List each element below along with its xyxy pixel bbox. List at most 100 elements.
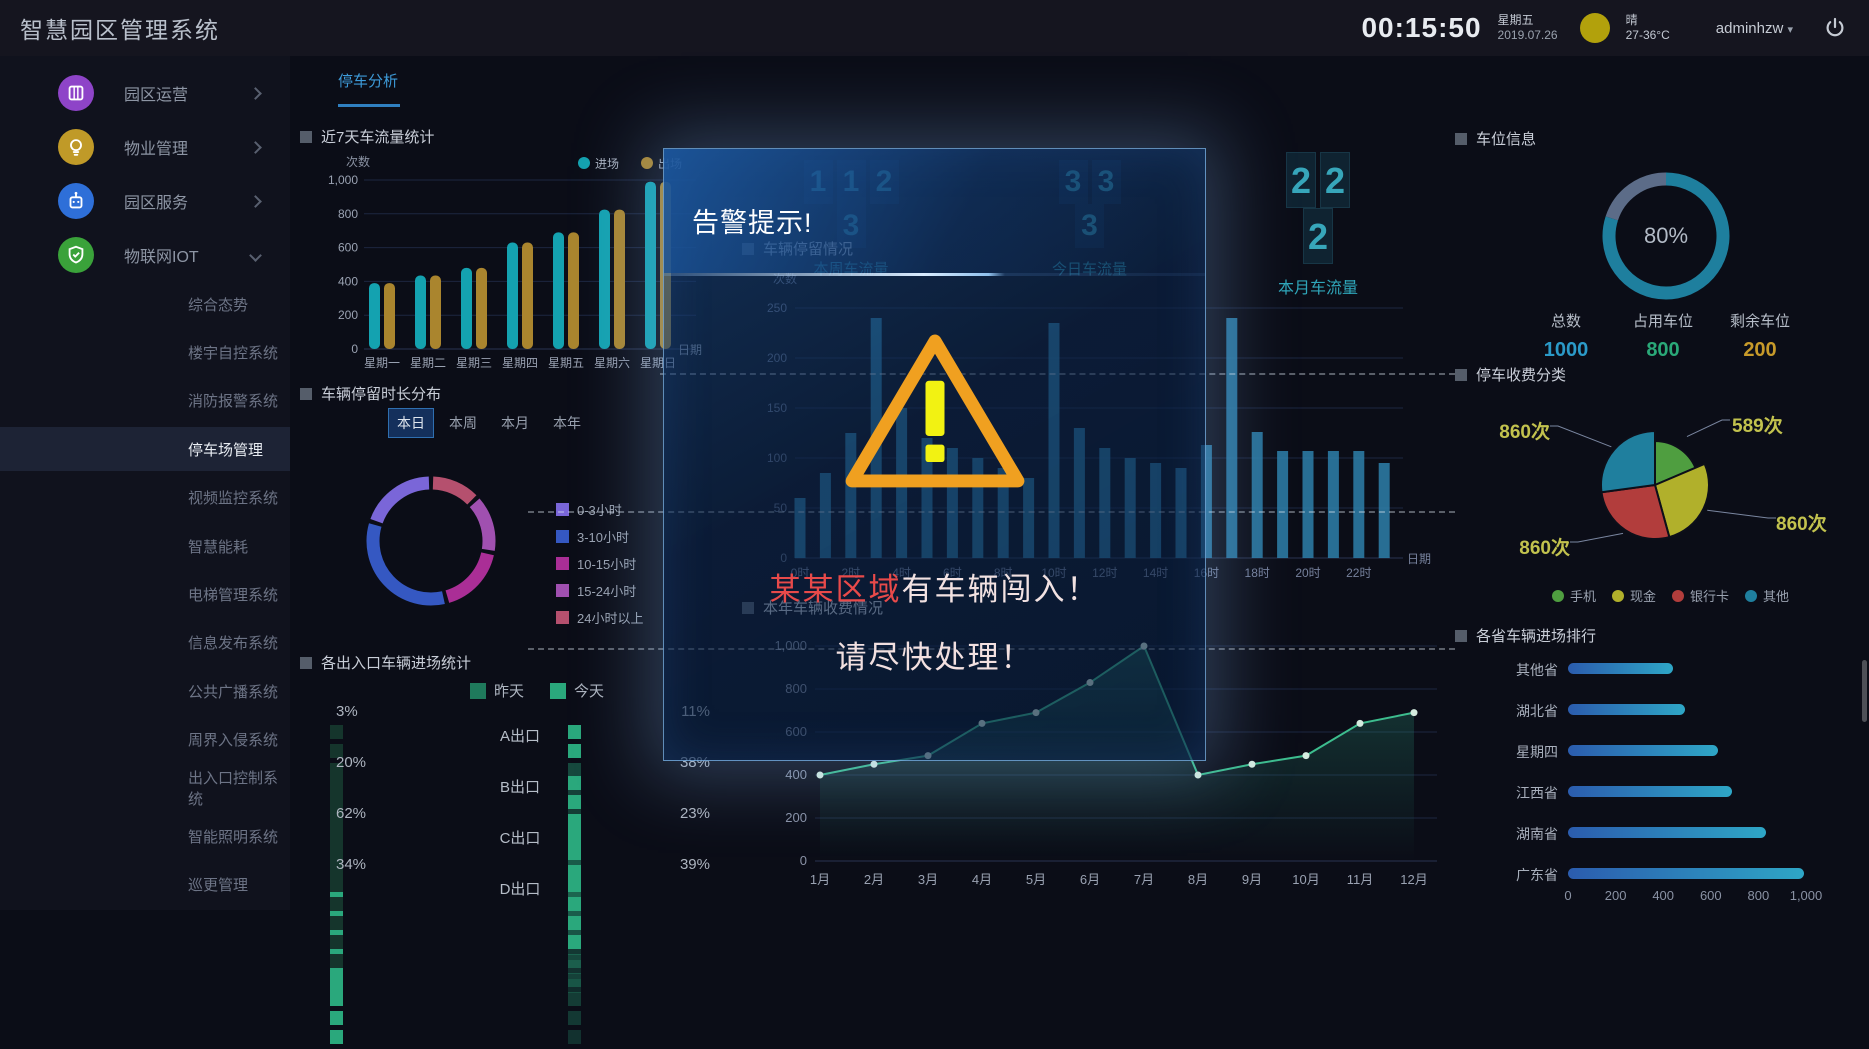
svg-text:星期一: 星期一 — [364, 356, 400, 370]
sidebar-item-消防报警系统[interactable]: 消防报警系统 — [188, 393, 279, 411]
province-bar — [1568, 827, 1766, 838]
sidebar-item-楼宇自控系统[interactable]: 楼宇自控系统 — [188, 344, 279, 362]
legend-label: 昨天 — [494, 683, 525, 700]
legend-label: 今天 — [574, 683, 605, 700]
scrollbar[interactable] — [1862, 660, 1867, 722]
legend-dot — [1672, 589, 1685, 602]
alert-modal-title: 告警提示! — [692, 208, 813, 238]
bar — [1200, 445, 1212, 558]
sidebar-item-智慧能耗[interactable]: 智慧能耗 — [188, 538, 249, 556]
chevron-right-icon — [249, 86, 262, 100]
stay-duration-svg — [366, 476, 496, 606]
entrance-legend-昨天[interactable]: 昨天 — [470, 680, 524, 701]
section-bullet-icon — [1455, 629, 1467, 642]
sidebar-item-巡更管理[interactable]: 巡更管理 — [188, 877, 249, 895]
fee-legend-手机[interactable]: 手机 — [1552, 586, 1596, 605]
block — [568, 916, 581, 930]
svg-text:9月: 9月 — [1242, 872, 1262, 887]
data-point — [870, 760, 878, 768]
fee-legend-现金[interactable]: 现金 — [1612, 586, 1656, 605]
digit-box: 2 — [1303, 208, 1333, 264]
bar — [1302, 451, 1314, 558]
date-block: 星期五 2019.07.26 — [1498, 13, 1558, 43]
stat-label: 占用车位 — [1632, 313, 1693, 330]
entrance-yesterday-pct: 3% — [336, 703, 358, 720]
legend-item-0-3小时[interactable]: 0-3小时 — [556, 496, 643, 523]
x-tick: 600 — [1699, 888, 1722, 903]
svg-text:860次: 860次 — [1519, 536, 1570, 559]
block — [568, 935, 581, 949]
svg-text:星期六: 星期六 — [594, 356, 630, 370]
sidebar-item-出入口控制系统[interactable]: 出入口控制系统 — [188, 770, 279, 808]
block — [330, 846, 343, 860]
stay-duration-legend: 0-3小时 3-10小时 10-15小时 15-24小时 24小时以上 — [556, 496, 643, 631]
sidebar-item-停车场管理[interactable]: 停车场管理 — [0, 427, 290, 472]
stay-duration-donut — [348, 458, 514, 629]
tab-parking-analysis[interactable]: 停车分析 — [338, 73, 399, 90]
entrance-legend-今天[interactable]: 今天 — [550, 680, 604, 701]
bar-in — [507, 242, 518, 349]
sidebar-item-电梯管理系统[interactable]: 电梯管理系统 — [188, 586, 279, 604]
occupancy-stat-总数: 总数 1000 — [1516, 310, 1616, 362]
clock: 00:15:50 — [1361, 12, 1482, 43]
app-title: 智慧园区管理系统 — [20, 17, 220, 43]
svg-text:11月: 11月 — [1347, 872, 1374, 887]
stay-tab-本周[interactable]: 本周 — [449, 415, 477, 431]
svg-text:日期: 日期 — [1407, 552, 1431, 566]
sidebar-item-视频监控系统[interactable]: 视频监控系统 — [188, 490, 279, 508]
legend-item-10-15小时[interactable]: 10-15小时 — [556, 550, 643, 577]
sidebar-item-信息发布系统[interactable]: 信息发布系统 — [188, 635, 279, 653]
svg-text:星期五: 星期五 — [548, 356, 584, 370]
data-point — [1302, 752, 1310, 760]
block — [568, 744, 581, 758]
sidebar-group-园区运营[interactable]: 园区运营 — [0, 70, 290, 116]
svg-text:22时: 22时 — [1346, 566, 1371, 580]
entrance-yesterday-pct: 34% — [336, 856, 367, 873]
bar — [1378, 463, 1390, 558]
legend-item-24小时以上[interactable]: 24小时以上 — [556, 604, 643, 631]
block — [568, 897, 581, 911]
x-tick: 400 — [1652, 888, 1675, 903]
svg-text:6月: 6月 — [1080, 872, 1100, 887]
stay-tab-本日[interactable]: 本日 — [388, 408, 434, 438]
svg-text:0: 0 — [351, 342, 358, 356]
occupancy-stat-剩余车位: 剩余车位 200 — [1710, 310, 1810, 362]
sidebar-item-智能照明系统[interactable]: 智能照明系统 — [188, 828, 279, 846]
sidebar-group-物业管理[interactable]: 物业管理 — [0, 124, 290, 170]
svg-text:400: 400 — [785, 767, 807, 782]
entrance-gate-label: A出口 — [499, 728, 540, 745]
block — [568, 1030, 581, 1044]
stay-tab-本月[interactable]: 本月 — [501, 415, 529, 431]
bar — [1353, 451, 1365, 558]
sidebar-item-周界入侵系统[interactable]: 周界入侵系统 — [188, 732, 279, 750]
svg-text:10月: 10月 — [1292, 872, 1319, 887]
sidebar-group-物联网IOT[interactable]: 物联网IOT — [0, 232, 290, 278]
fee-legend-银行卡[interactable]: 银行卡 — [1672, 586, 1729, 605]
entrance-gate-label: C出口 — [499, 830, 541, 847]
block — [568, 973, 581, 987]
svg-text:1月: 1月 — [810, 872, 830, 887]
block — [568, 878, 581, 892]
x-tick: 200 — [1604, 888, 1627, 903]
sidebar-group-园区服务[interactable]: 园区服务 — [0, 178, 290, 224]
legend-item-15-24小时[interactable]: 15-24小时 — [556, 577, 643, 604]
block — [330, 827, 343, 841]
bar-out — [522, 242, 533, 349]
alert-message-line1: 某某区域有车辆闯入！ — [769, 572, 1100, 607]
svg-text:7月: 7月 — [1134, 872, 1154, 887]
province-bar — [1568, 786, 1733, 797]
entrance-gate-label: D出口 — [499, 881, 541, 898]
fee-legend-其他[interactable]: 其他 — [1745, 586, 1789, 605]
legend-item-3-10小时[interactable]: 3-10小时 — [556, 523, 643, 550]
bulb-icon — [58, 129, 94, 165]
stay-tab-本年[interactable]: 本年 — [553, 415, 581, 431]
user-menu[interactable]: adminhzw ▾ — [1716, 20, 1793, 37]
block — [330, 916, 343, 930]
fee-category-legend: 手机 现金 银行卡 其他 — [1552, 586, 1789, 605]
sidebar-item-综合态势[interactable]: 综合态势 — [188, 296, 249, 314]
data-point — [1248, 760, 1256, 768]
sidebar-item-公共广播系统[interactable]: 公共广播系统 — [188, 683, 279, 701]
block — [568, 992, 581, 1006]
power-button[interactable] — [1823, 16, 1847, 40]
svg-text:600: 600 — [338, 241, 358, 255]
